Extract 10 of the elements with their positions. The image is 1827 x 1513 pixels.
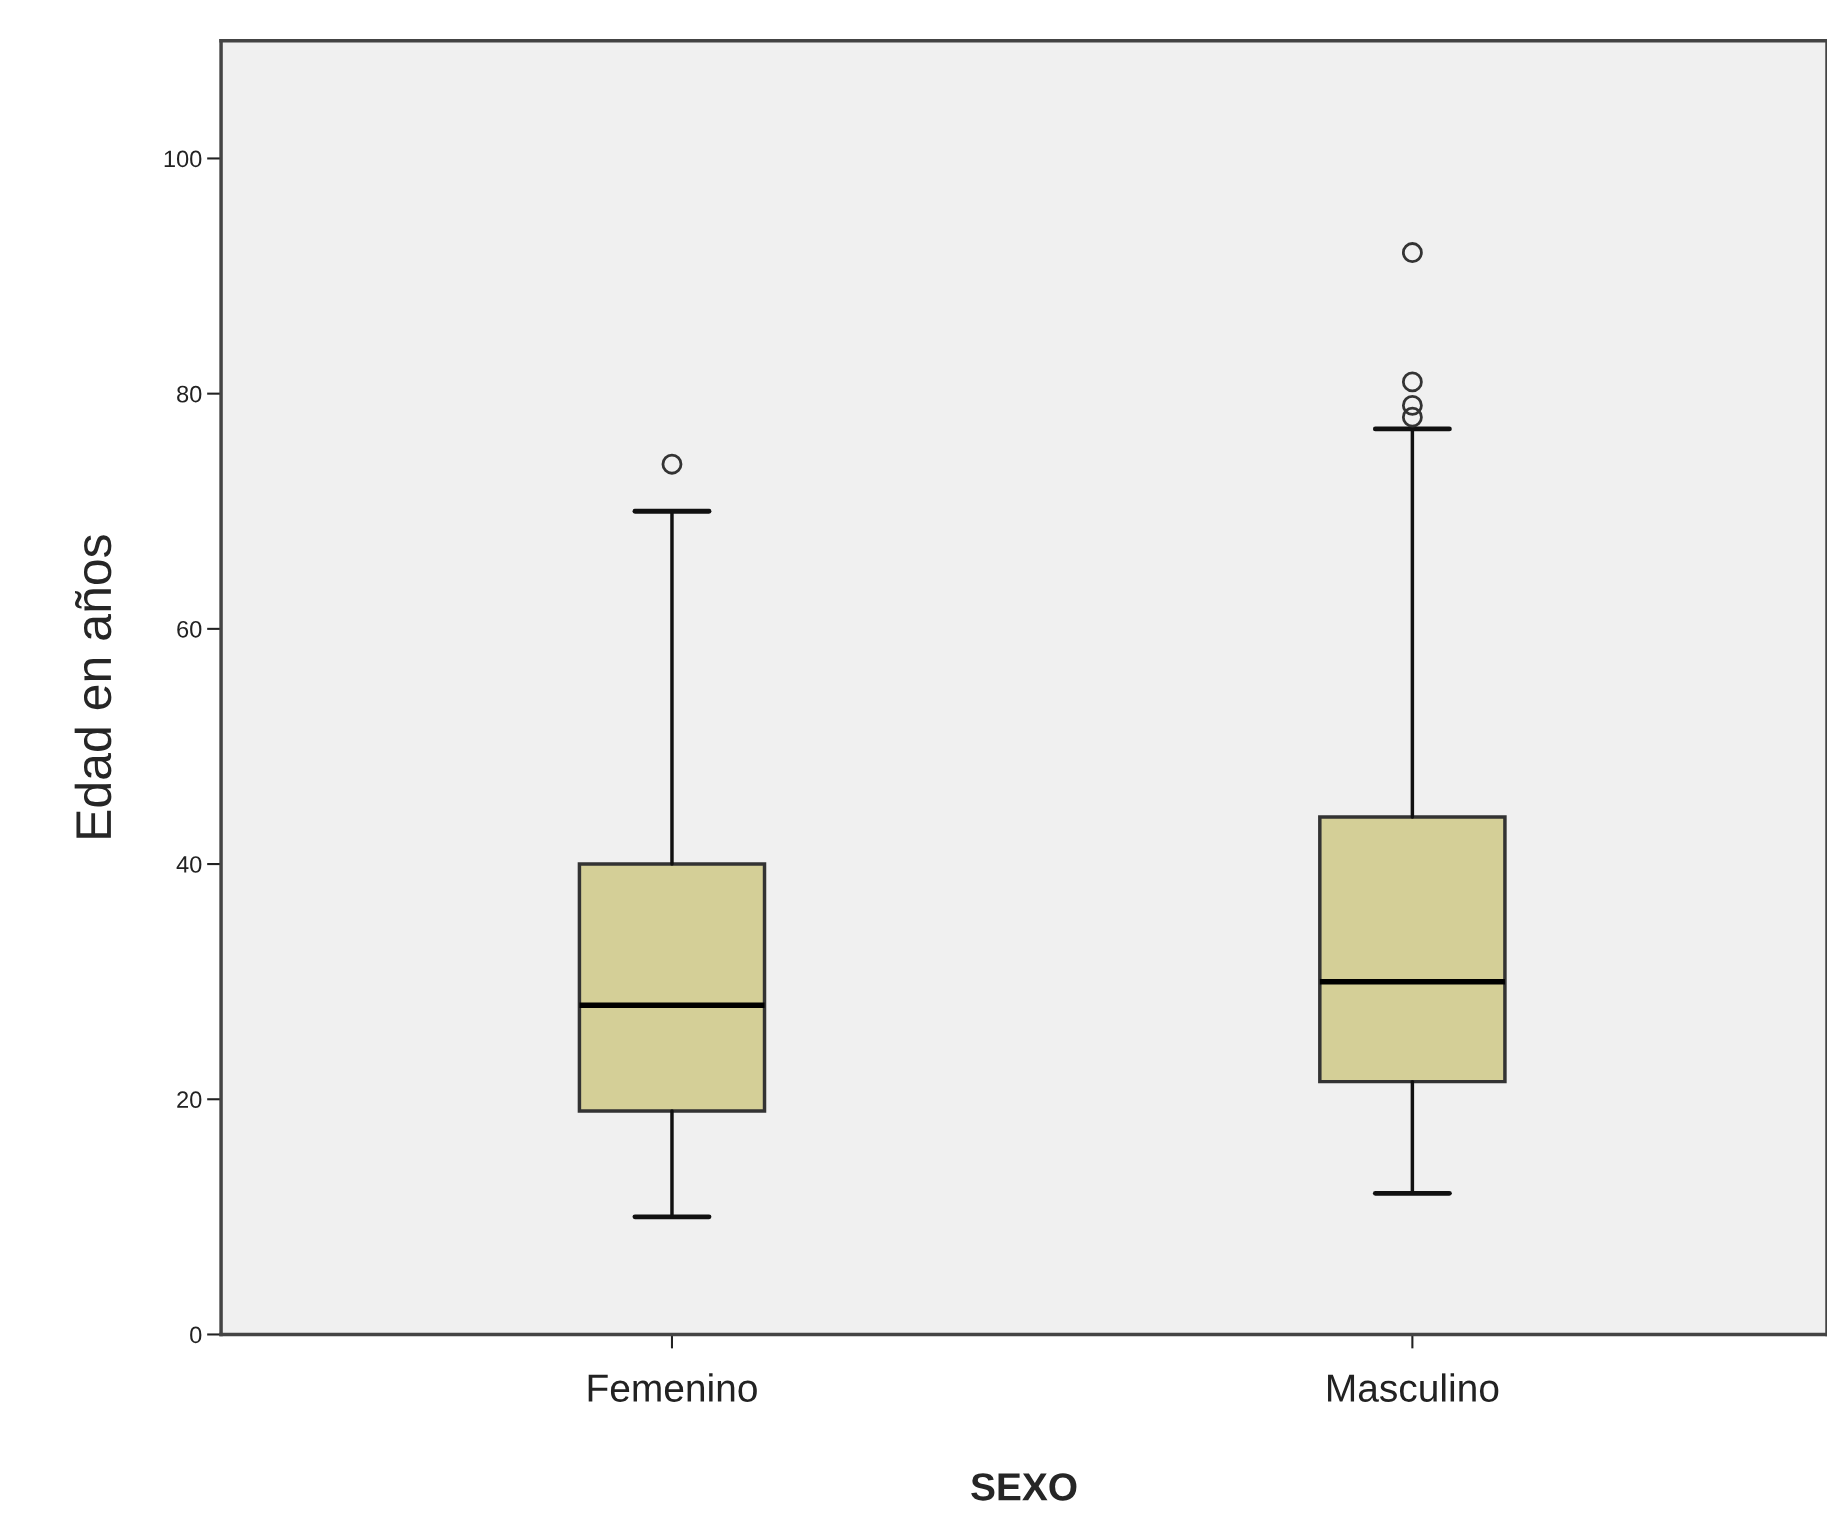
y-axis-title: Edad en años <box>74 535 112 838</box>
y-tick-label: 20 <box>177 1091 202 1109</box>
y-tick-label: 0 <box>190 1326 202 1344</box>
x-axis-title: SEXO <box>971 1473 1077 1501</box>
x-tick-label: Masculino <box>1328 1373 1499 1402</box>
y-tick-label: 60 <box>177 620 202 638</box>
y-tick-label: 40 <box>176 856 202 873</box>
y-tick-label: 100 <box>164 150 202 168</box>
x-tick-label: Femenino <box>588 1373 757 1402</box>
y-tick-label: 80 <box>177 385 202 403</box>
